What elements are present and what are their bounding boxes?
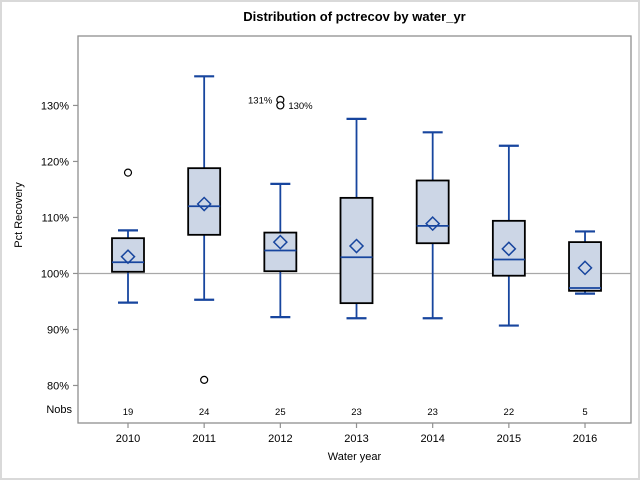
nobs-row-label: Nobs — [46, 404, 72, 416]
box-group-2016: 5 2016 — [568, 230, 602, 445]
x-tick-label: 2016 — [573, 433, 597, 445]
iqr-box — [568, 241, 602, 292]
y-tick-label: 130% — [41, 100, 69, 112]
outlier-label: 131% — [248, 95, 273, 106]
y-tick-label: 120% — [41, 156, 69, 168]
box-group-2011: 24 2011 — [187, 75, 222, 445]
chart-title: Distribution of pctrecov by water_yr — [243, 9, 466, 24]
x-tick-label: 2015 — [497, 433, 521, 445]
iqr-box — [111, 237, 145, 273]
y-tick-label: 90% — [47, 324, 69, 336]
nobs-value: 23 — [351, 407, 362, 418]
x-tick-label: 2011 — [192, 433, 216, 445]
y-tick-label: 110% — [42, 212, 70, 224]
iqr-box — [491, 219, 526, 277]
mean-marker — [348, 238, 365, 254]
box-group-2012: 131% 130% 25 2012 — [248, 95, 313, 445]
iqr-box — [339, 196, 374, 305]
mean-marker — [577, 260, 593, 276]
iqr-box — [187, 167, 222, 236]
mean-marker — [120, 249, 136, 265]
iqr-box — [263, 231, 298, 273]
outlier-label: 130% — [288, 101, 313, 112]
mean-marker — [196, 196, 212, 212]
box-group-2013: 23 2013 — [339, 117, 374, 445]
box-group-2010: 19 2010 — [111, 168, 145, 445]
plot-wall — [77, 35, 632, 424]
nobs-value: 23 — [427, 407, 438, 418]
nobs-value: 24 — [199, 407, 210, 418]
x-tick-label: 2010 — [116, 433, 140, 445]
outlier-point — [276, 101, 285, 110]
nobs-value: 19 — [123, 407, 134, 418]
mean-marker — [272, 234, 288, 250]
outlier-point — [200, 375, 209, 384]
nobs-value: 5 — [582, 407, 587, 418]
x-tick-label: 2012 — [268, 433, 292, 445]
y-tick-label: 100% — [41, 268, 69, 280]
iqr-box — [415, 179, 450, 245]
y-tick-label: 80% — [47, 380, 69, 392]
x-axis-label: Water year — [327, 451, 382, 463]
box-group-2014: 23 2014 — [415, 131, 450, 445]
x-tick-label: 2014 — [420, 433, 444, 445]
mean-marker — [425, 216, 441, 232]
outlier-point — [123, 168, 133, 177]
mean-marker — [501, 241, 517, 257]
x-tick-label: 2013 — [344, 433, 368, 445]
box-group-2015: 22 2015 — [491, 144, 526, 445]
nobs-value: 22 — [504, 407, 515, 418]
nobs-value: 25 — [275, 407, 286, 418]
